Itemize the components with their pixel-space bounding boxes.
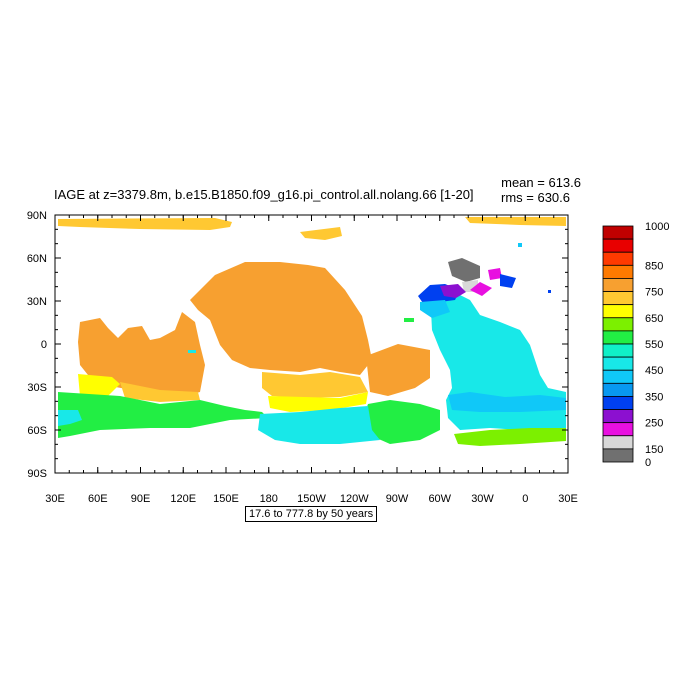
region-southern-cyan-2 [58,410,82,426]
colorbar-swatch [602,264,634,279]
region-indian-ocean [78,312,205,398]
x-tick-label: 90W [386,493,409,505]
colorbar [602,225,634,463]
region-nordic-magenta [488,268,502,280]
x-tick-label: 30E [45,493,65,505]
colorbar-swatch [602,396,634,410]
ocean-field [58,217,566,446]
rms-stat: rms = 630.6 [500,190,570,205]
contour-range-label: 17.6 to 777.8 by 50 years [245,506,378,522]
region-labrador-teal [420,300,450,318]
colorbar-label: 150 [645,444,663,456]
x-tick-label: 120E [170,493,196,505]
region-arctic-mid [300,227,342,240]
colorbar-swatch [602,291,634,306]
colorbar-label: 750 [645,287,663,299]
region-nordic-gray [448,258,480,282]
colorbar-swatch [602,330,634,345]
speckle-3 [404,318,414,322]
colorbar-label: 450 [645,365,663,377]
axis-ticks [54,214,569,474]
colorbar-swatch [602,448,634,463]
region-se-pacific [366,344,430,396]
region-arctic-right [465,217,566,226]
region-pacific-north [190,262,372,375]
y-tick-label: 90S [27,468,47,480]
colorbar-swatch [602,409,634,424]
colorbar-swatch [602,422,634,437]
speckle-2 [548,290,551,293]
region-southern-green-2 [362,400,440,444]
y-tick-label: 60S [27,425,47,437]
colorbar-label: 550 [645,339,663,351]
colorbar-label: 850 [645,260,663,272]
region-atlantic-blue [448,392,566,412]
colorbar-swatch [602,369,634,384]
colorbar-swatch [602,251,634,266]
y-tick-label: 0 [41,339,47,351]
region-labrador-purple [440,284,466,298]
colorbar-swatch [602,435,634,450]
region-southern-cyan [258,406,380,444]
speckle-4 [188,350,196,353]
x-tick-label: 60W [428,493,451,505]
region-indian-subtropic [120,382,200,402]
x-tick-label: 30W [471,493,494,505]
x-tick-label: 60E [88,493,108,505]
y-tick-label: 30N [27,296,47,308]
colorbar-label: 0 [645,457,651,469]
colorbar-label: 350 [645,391,663,403]
region-weddell [454,428,566,446]
colorbar-swatch [602,343,634,358]
region-pacific-south [262,372,368,398]
x-tick-label: 150E [213,493,239,505]
colorbar-swatch [602,317,634,332]
y-tick-label: 30S [27,382,47,394]
x-tick-label: 180 [260,493,278,505]
colorbar-label: 250 [645,418,663,430]
x-tick-label: 90E [131,493,151,505]
colorbar-swatch [602,304,634,319]
region-arctic-left [58,218,232,230]
y-tick-label: 60N [27,253,47,265]
x-tick-label: 30E [558,493,578,505]
mean-stat: mean = 613.6 [501,175,581,190]
colorbar-swatch [602,225,634,240]
x-tick-label: 0 [522,493,528,505]
region-labrador-magenta [470,282,492,296]
x-tick-label: 150W [297,493,326,505]
y-tick-labels: 90N 60N 30N 0 30S 60S 90S [27,210,47,480]
region-pacific-yellow [268,392,368,412]
region-nordic-blue [500,274,516,288]
region-southern-green [58,392,268,438]
y-tick-label: 90N [27,210,47,222]
colorbar-swatch [602,382,634,397]
speckle-1 [518,243,522,247]
colorbar-swatch [602,356,634,371]
plot-title: IAGE at z=3379.8m, b.e15.B1850.f09_g16.p… [54,187,474,202]
x-tick-labels: 30E 60E 90E 120E 150E 180 150W 120W 90W 60W 30W 0 30… [45,493,578,505]
region-indian-yellow [78,374,120,396]
colorbar-label: 650 [645,313,663,325]
x-tick-label: 120W [340,493,369,505]
colorbar-swatch [602,238,634,253]
colorbar-label: 1000 [645,221,669,233]
colorbar-swatch [602,278,634,292]
